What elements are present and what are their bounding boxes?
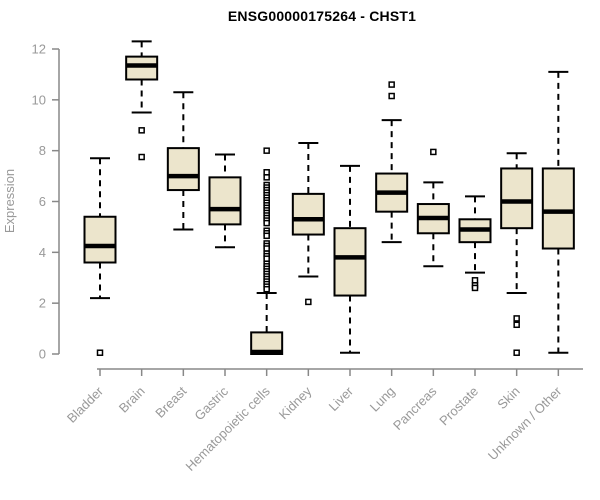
outlier-marker: [96, 349, 104, 356]
x-tick-label: Liver: [326, 383, 357, 414]
y-tick-label: 4: [39, 245, 46, 260]
x-tick-label: Lung: [367, 384, 398, 415]
outlier-marker: [263, 169, 270, 176]
y-tick-label: 0: [39, 347, 46, 362]
x-tick-label: Skin: [494, 384, 522, 412]
box-pancreas: [416, 148, 450, 268]
iqr-box: [83, 215, 117, 264]
y-tick-label: 2: [39, 296, 46, 311]
chart-title: ENSG00000175264 - CHST1: [227, 8, 417, 24]
outlier-marker: [513, 349, 520, 356]
iqr-box: [208, 176, 242, 226]
outlier-marker: [263, 285, 270, 293]
outlier-marker: [263, 245, 270, 252]
x-tick-label: Gastric: [191, 383, 231, 423]
box-bladder: [83, 157, 117, 356]
outlier-marker: [388, 92, 395, 100]
outlier-marker: [471, 284, 479, 292]
box-hematopoietic-cells: [250, 147, 284, 356]
box-unknown-other: [541, 70, 575, 354]
outlier-marker: [388, 81, 395, 88]
box-liver: [333, 164, 367, 354]
outlier-marker: [263, 232, 270, 240]
box-gastric: [208, 153, 242, 249]
x-tick-label: Unknown / Other: [485, 383, 565, 463]
y-axis: 0 2 4 6 8 10 12 Expression: [2, 41, 60, 362]
x-tick-label: Breast: [152, 383, 189, 420]
outlier-marker: [513, 321, 520, 329]
box-lung: [375, 81, 409, 244]
outlier-marker: [263, 147, 270, 154]
outlier-marker: [471, 277, 479, 284]
box-prostate: [458, 195, 492, 292]
x-tick-label: Brain: [116, 384, 148, 416]
x-tick-label: Kidney: [276, 383, 315, 422]
outlier-marker: [263, 255, 270, 262]
y-tick-label: 10: [32, 92, 46, 107]
iqr-box: [333, 227, 367, 297]
outlier-marker: [513, 315, 520, 322]
iqr-box: [541, 167, 575, 250]
iqr-box: [125, 55, 159, 81]
outlier-marker: [138, 127, 145, 134]
y-tick-label: 6: [39, 194, 46, 209]
box-brain: [125, 40, 159, 161]
box-kidney: [291, 142, 325, 306]
iqr-box: [291, 192, 325, 236]
outlier-marker: [138, 153, 145, 161]
x-tick-label: Pancreas: [390, 383, 440, 433]
x-tick-label: Bladder: [64, 383, 107, 426]
box-breast: [166, 91, 200, 231]
y-tick-label: 8: [39, 143, 46, 158]
outlier-marker: [263, 219, 270, 227]
box-skin: [500, 152, 534, 356]
outlier-marker: [305, 298, 312, 306]
outlier-marker: [430, 148, 437, 156]
outlier-marker: [263, 174, 270, 181]
iqr-box: [166, 147, 200, 192]
y-axis-title: Expression: [2, 169, 17, 233]
iqr-box: [500, 167, 534, 230]
x-tick-label: Prostate: [436, 384, 481, 429]
y-tick-label: 12: [32, 41, 46, 56]
